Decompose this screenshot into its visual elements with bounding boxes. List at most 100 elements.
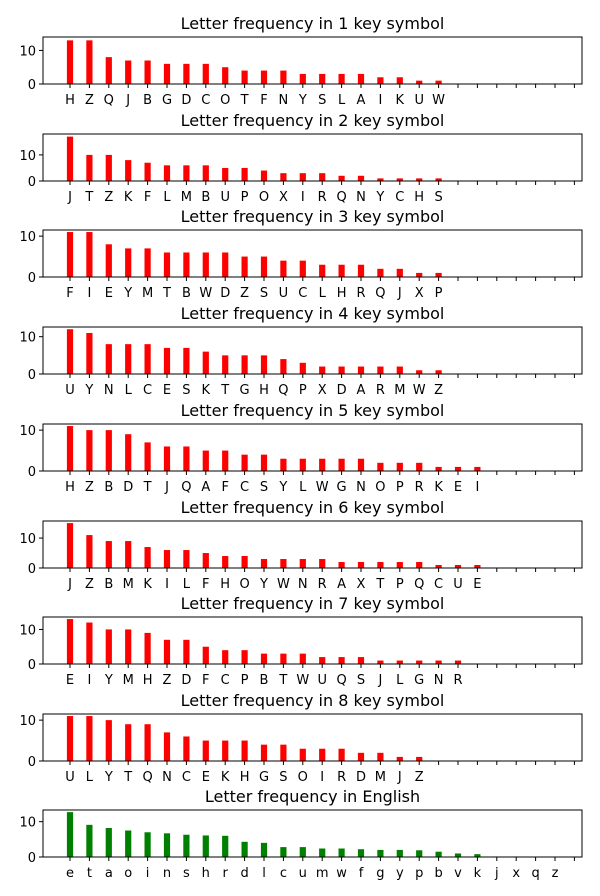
x-tick-label: R — [356, 286, 365, 301]
x-tick-label: M — [375, 770, 386, 785]
x-tick-label: P — [435, 286, 443, 301]
x-tick-label: e — [66, 866, 74, 881]
bar — [66, 40, 74, 84]
bar — [202, 646, 209, 664]
x-tick-label: D — [220, 286, 230, 301]
x-tick-label: F — [66, 286, 73, 301]
x-tick-label: Q — [142, 770, 152, 785]
x-tick-label: P — [241, 673, 249, 688]
x-tick-label: T — [240, 93, 249, 108]
panel-title: Letter frequency in English — [205, 787, 420, 806]
bar — [163, 833, 171, 857]
y-tick-label: 0 — [28, 368, 36, 383]
panel-title: Letter frequency in 4 key symbol — [181, 304, 445, 323]
y-tick-label: 0 — [28, 851, 36, 866]
x-tick-label: Z — [85, 93, 94, 108]
x-tick-label: o — [124, 866, 132, 881]
x-tick-label: B — [260, 673, 269, 688]
bar — [416, 80, 423, 84]
bar — [435, 851, 442, 857]
x-tick-label: x — [512, 866, 520, 881]
axes-frame — [42, 713, 583, 762]
x-tick-label: U — [414, 93, 424, 108]
bar — [202, 740, 209, 761]
panel-title: Letter frequency in 6 key symbol — [181, 498, 445, 517]
bar — [416, 370, 423, 374]
bar — [416, 562, 423, 568]
axes-frame — [42, 616, 583, 665]
bar — [357, 657, 365, 664]
bar — [338, 848, 345, 857]
bar — [86, 430, 93, 471]
bar — [454, 466, 462, 471]
bar — [260, 559, 268, 568]
bar — [338, 458, 345, 471]
bar — [202, 835, 209, 857]
bar — [280, 260, 287, 277]
bar — [183, 252, 190, 277]
bar — [319, 366, 326, 374]
x-tick-label: S — [182, 383, 190, 398]
bar — [241, 355, 248, 374]
x-tick-label: G — [240, 383, 250, 398]
bar — [357, 458, 365, 471]
x-tick-label: Y — [123, 286, 132, 301]
x-tick-label: L — [125, 383, 133, 398]
x-tick-label: t — [87, 866, 92, 881]
x-tick-label: E — [473, 577, 481, 592]
x-tick-label: J — [67, 577, 72, 592]
x-tick-label: C — [182, 770, 191, 785]
bar — [183, 639, 190, 664]
x-tick-label: F — [202, 673, 209, 688]
x-tick-label: F — [260, 93, 267, 108]
x-tick-label: B — [182, 286, 191, 301]
bar — [454, 565, 462, 568]
bar — [319, 264, 326, 277]
x-tick-label: N — [104, 383, 114, 398]
x-tick-label: X — [415, 286, 424, 301]
bar — [319, 748, 326, 761]
bar — [163, 252, 171, 277]
bar — [396, 756, 403, 761]
bar — [222, 740, 229, 761]
panel-title: Letter frequency in 1 key symbol — [181, 14, 445, 33]
x-tick-label: f — [359, 866, 364, 881]
x-tick-label: D — [337, 383, 347, 398]
x-tick-label: S — [357, 673, 365, 688]
bar — [202, 63, 209, 84]
bar — [280, 847, 287, 857]
x-tick-label: A — [201, 480, 210, 495]
bar — [222, 67, 229, 84]
bar — [222, 450, 229, 471]
y-tick-label: 10 — [19, 230, 36, 245]
bar — [163, 550, 171, 568]
x-tick-label: N — [356, 480, 366, 495]
x-tick-label: N — [279, 93, 289, 108]
x-tick-label: m — [316, 866, 329, 881]
bar — [377, 462, 384, 471]
x-tick-label: q — [531, 866, 539, 881]
bar — [202, 450, 209, 471]
panel-title: Letter frequency in 7 key symbol — [181, 594, 445, 613]
bar — [357, 562, 365, 568]
x-tick-label: S — [318, 93, 326, 108]
x-tick-label: A — [357, 383, 366, 398]
bar — [357, 73, 365, 84]
bar — [86, 332, 93, 374]
bar — [319, 458, 326, 471]
x-tick-label: J — [397, 286, 402, 301]
bar — [183, 347, 190, 374]
bar — [396, 178, 403, 181]
x-tick-label: a — [105, 866, 113, 881]
x-tick-label: n — [163, 866, 171, 881]
x-tick-label: S — [434, 190, 442, 205]
x-tick-label: Y — [104, 770, 113, 785]
bar — [299, 260, 306, 277]
x-tick-label: T — [143, 480, 152, 495]
bar — [183, 736, 190, 761]
x-tick-label: C — [240, 480, 249, 495]
x-tick-label: h — [202, 866, 210, 881]
bar — [435, 466, 442, 471]
bar — [241, 650, 248, 664]
x-tick-label: M — [142, 286, 153, 301]
